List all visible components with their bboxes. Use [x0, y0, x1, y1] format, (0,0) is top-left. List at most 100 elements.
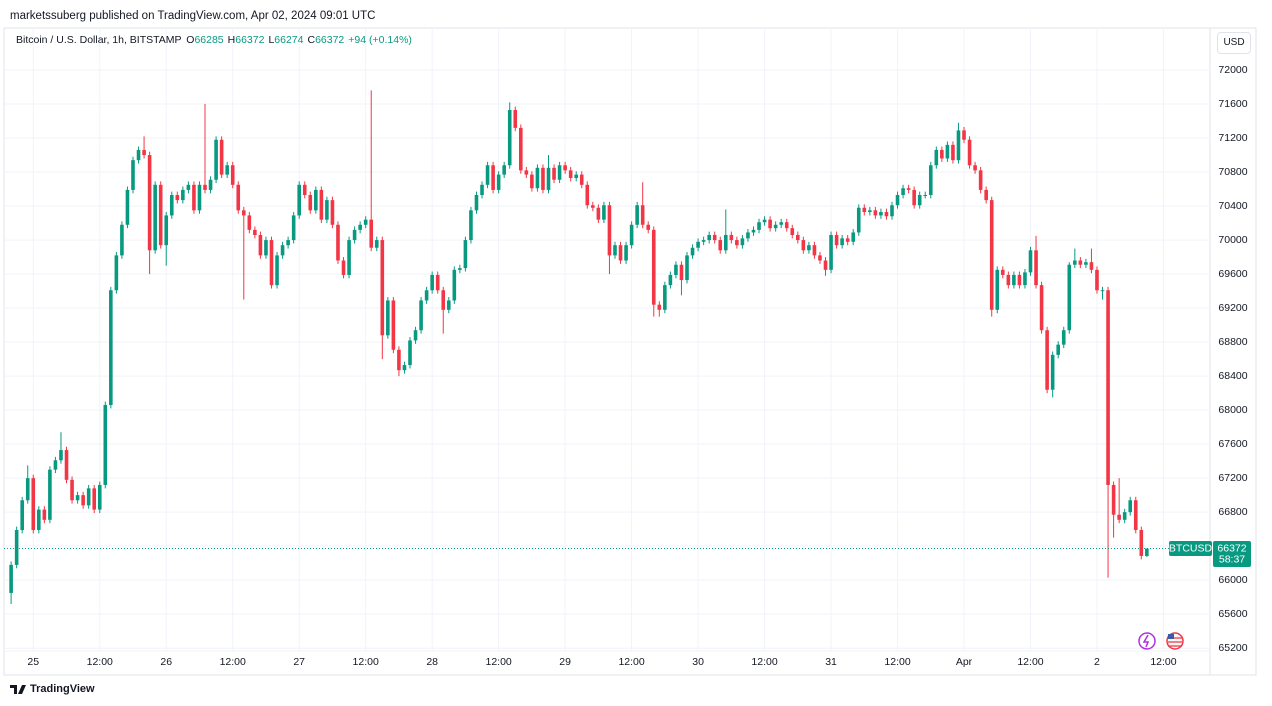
candle-body — [158, 184, 163, 246]
candle-body — [635, 205, 639, 225]
candle-body — [9, 564, 13, 593]
candle-body — [507, 109, 512, 166]
candle-body — [934, 149, 939, 166]
candle-body — [336, 224, 340, 261]
candle-body — [640, 205, 645, 225]
icon[interactable] — [1138, 632, 1156, 650]
footer-brand: TradingView — [30, 683, 95, 695]
candle-body — [1012, 274, 1016, 286]
candle-body — [419, 300, 423, 331]
candle-body — [474, 195, 479, 211]
candle-body — [302, 184, 307, 196]
candle-body — [646, 224, 651, 230]
countdown: 58:37 — [1219, 553, 1245, 565]
candle-body — [1089, 262, 1094, 270]
candle-body — [203, 184, 207, 190]
candle-body — [524, 170, 529, 175]
candle-body — [596, 207, 601, 220]
candle-body — [142, 149, 146, 156]
candle-body — [1045, 330, 1049, 390]
candle-body — [391, 300, 396, 350]
y-tick-label: 68400 — [1218, 370, 1247, 382]
candle-body — [591, 205, 595, 208]
candle-body — [856, 207, 861, 233]
currency-button[interactable]: USD — [1217, 32, 1251, 54]
candle-body — [369, 219, 374, 248]
ohlc-key: L — [268, 34, 275, 46]
candle-body — [347, 240, 351, 275]
x-tick-label: 12:00 — [1017, 656, 1043, 668]
x-tick-label: 26 — [160, 656, 172, 668]
candle-body — [818, 255, 822, 261]
candle-body — [1034, 250, 1038, 286]
candle-body — [696, 241, 700, 248]
candle-body — [629, 224, 634, 246]
candle-body — [812, 245, 817, 256]
candle-body — [1106, 290, 1110, 485]
candle-body — [169, 195, 174, 216]
candle-body — [286, 240, 290, 246]
y-tick-label: 68800 — [1218, 336, 1247, 348]
chart-frame — [3, 27, 1257, 676]
candle-body — [906, 188, 911, 190]
candle-body — [1000, 269, 1005, 275]
candle-body — [790, 228, 795, 235]
candle-body — [153, 184, 157, 251]
candle-body — [1006, 274, 1011, 286]
candle-body — [951, 144, 955, 161]
candle-body — [563, 165, 567, 171]
candle-body — [873, 210, 878, 216]
y-tick-label: 68000 — [1218, 404, 1247, 416]
candle-body — [602, 205, 606, 220]
candle-body — [1133, 500, 1138, 531]
ohlc-value: 66372 — [235, 34, 265, 46]
icon-bolt — [1142, 634, 1150, 648]
candle-body — [496, 174, 501, 190]
candle-body — [519, 127, 523, 171]
candle-body — [114, 255, 119, 291]
candle-body — [109, 290, 113, 406]
candle-body — [186, 184, 191, 190]
candle-body — [834, 234, 839, 246]
candle-body — [718, 240, 723, 251]
candle-body — [546, 167, 551, 190]
candle-body — [796, 234, 800, 241]
candle-body — [607, 205, 612, 256]
candle-body — [214, 139, 218, 180]
candle-body — [491, 165, 495, 190]
candle-body — [48, 469, 52, 520]
candle-body — [956, 130, 961, 161]
candle-body — [579, 174, 584, 185]
bottom-icons — [1138, 632, 1184, 650]
candle-body — [386, 300, 390, 336]
candle-body — [690, 247, 695, 256]
candle-body — [1073, 260, 1077, 265]
candle-body — [884, 212, 889, 217]
candle-body — [358, 224, 362, 230]
candle-body — [568, 170, 573, 179]
candle-body — [707, 234, 711, 241]
price-tag: 66372 — [1217, 542, 1246, 554]
x-tick-label: 28 — [426, 656, 438, 668]
candle-body — [225, 165, 229, 175]
candle-body — [485, 165, 490, 185]
candle-body — [197, 184, 202, 211]
candles — [4, 90, 1210, 604]
candle-body — [402, 365, 407, 371]
x-tick-label: 12:00 — [486, 656, 512, 668]
y-tick-label: 70400 — [1218, 200, 1247, 212]
candle-body — [435, 274, 440, 291]
x-tick-label: 25 — [27, 656, 39, 668]
x-tick-label: 12:00 — [353, 656, 379, 668]
candle-body — [823, 260, 828, 270]
candle-body — [917, 195, 922, 206]
candle-body — [845, 238, 850, 242]
candle-body — [685, 255, 689, 281]
candle-body — [657, 304, 662, 310]
candle-body — [264, 240, 268, 256]
candle-body — [530, 174, 534, 189]
candle-body — [1017, 274, 1022, 286]
candle-body — [552, 167, 556, 180]
y-tick-label: 72000 — [1218, 64, 1247, 76]
